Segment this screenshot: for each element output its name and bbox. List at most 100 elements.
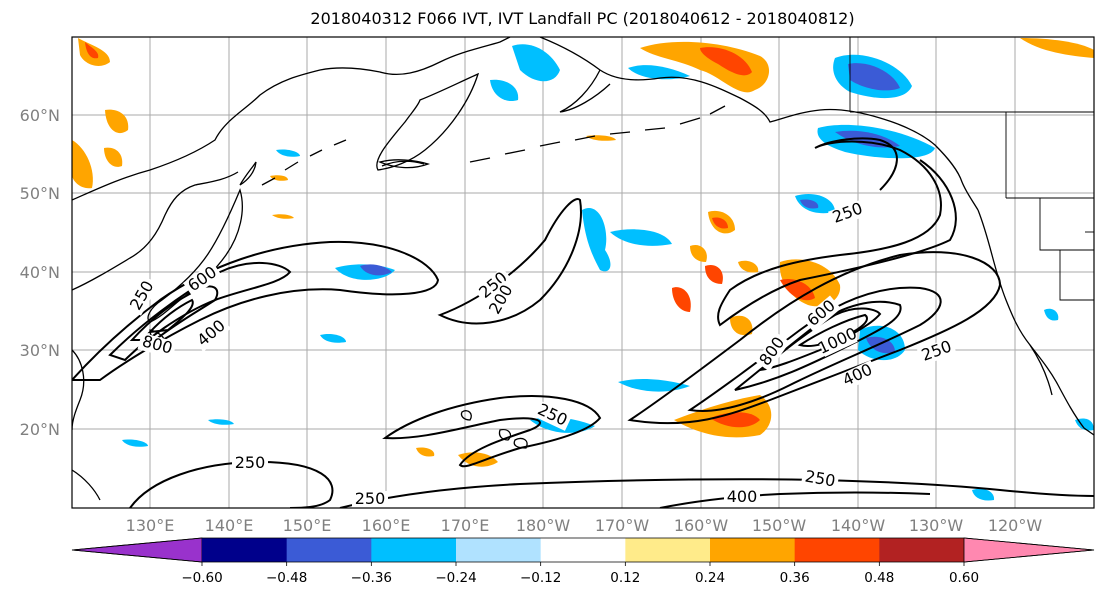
contour-label-bg — [137, 332, 177, 359]
shade-patch — [72, 140, 93, 189]
shade-patch — [640, 41, 770, 93]
contour-250-south — [382, 395, 602, 468]
colorbar-extend-max — [963, 537, 1095, 563]
lon-label: 170°E — [441, 516, 490, 535]
colorbar-segment — [456, 538, 542, 562]
shade-patch — [1020, 38, 1094, 58]
map-frame — [71, 36, 1095, 509]
contour-250-bottom — [339, 478, 1094, 508]
shade-patch — [628, 65, 690, 80]
colorbar-segment — [202, 538, 288, 562]
shade-patch — [848, 63, 900, 91]
latitude-labels: 60°N 50°N 40°N 30°N 20°N — [20, 106, 60, 439]
contour-label-bg — [917, 337, 957, 366]
shade-patch — [320, 333, 346, 343]
lon-label: 130°W — [909, 516, 964, 535]
contour-label-bg — [828, 199, 868, 228]
lon-label: 120°W — [988, 516, 1043, 535]
contour-250-bottom-w — [129, 460, 334, 508]
colorbar-tick-label: −0.24 — [435, 570, 476, 586]
shade-patch — [490, 79, 519, 102]
shade-patch — [800, 199, 819, 209]
colorbar-segment — [794, 538, 880, 562]
contour-400 — [108, 261, 292, 362]
lon-label: 140°W — [831, 516, 886, 535]
lon-label: 140°E — [205, 516, 254, 535]
lat-label: 40°N — [20, 263, 60, 282]
contour-250-central — [437, 198, 582, 325]
colorbar-segment — [371, 538, 457, 562]
shade-patch — [276, 149, 300, 157]
shade-patch — [610, 229, 672, 246]
shade-patch — [104, 147, 123, 167]
colorbar-segment — [879, 538, 965, 562]
colorbar-segment — [540, 538, 626, 562]
colorbar-tick-label: 0.48 — [864, 570, 894, 586]
colorbar: −0.60 −0.48 −0.36 −0.24 −0.12 0.12 0.24 0.36 0.4… — [71, 537, 1095, 586]
lon-label: 180°W — [516, 516, 571, 535]
contour-label-bg — [126, 275, 159, 316]
contour-label-bg — [817, 326, 858, 357]
shade-patch — [208, 419, 234, 425]
contour-label-bg — [485, 279, 518, 320]
contour-label-bg — [724, 489, 760, 506]
contour-250-ne — [627, 251, 1002, 425]
contour-600 — [129, 285, 219, 341]
colorbar-tick-label: −0.48 — [266, 570, 307, 586]
contour-label-bg — [352, 491, 388, 508]
contour-label-bg — [755, 332, 790, 372]
lon-label: 130°E — [126, 516, 175, 535]
contour-label-bg — [474, 267, 513, 304]
lon-label: 160°W — [674, 516, 729, 535]
colorbar-extend-min — [71, 537, 203, 563]
shade-patch — [700, 47, 752, 76]
contour-label: 250 — [355, 489, 386, 508]
shade-patch — [690, 244, 707, 262]
shade-patch — [85, 42, 99, 59]
ivt-contours — [72, 137, 1094, 508]
colorbar-tick-label: 0.24 — [695, 570, 725, 586]
contour-label-bg — [802, 295, 841, 332]
contour-label-bg — [800, 468, 840, 492]
contour-1000 — [797, 313, 868, 348]
shade-patch — [582, 208, 611, 272]
shade-patch — [672, 287, 691, 312]
colorbar-segment — [625, 538, 711, 562]
map-title: 2018040312 F066 IVT, IVT Landfall PC (20… — [310, 9, 855, 28]
colorbar-tick-label: 0.60 — [949, 570, 979, 586]
contour-250-gulf — [717, 137, 957, 327]
shade-patch — [705, 264, 723, 284]
shade-patch — [730, 315, 753, 336]
shade-patch — [972, 488, 995, 501]
shade-patch — [738, 260, 759, 273]
shade-patch — [122, 439, 148, 447]
contour-label: 250 — [235, 453, 266, 472]
shade-patch — [270, 175, 288, 181]
lat-label: 60°N — [20, 106, 60, 125]
shade-patch — [618, 379, 690, 392]
contour-800 — [147, 298, 194, 334]
shade-patch — [272, 214, 294, 219]
ivt-shading — [72, 38, 1094, 501]
contour-400-bottom — [659, 491, 931, 508]
shade-patch — [105, 109, 129, 134]
lon-label: 170°W — [595, 516, 650, 535]
contour-label-bg — [183, 262, 223, 297]
lon-label: 150°E — [283, 516, 332, 535]
shade-patch — [416, 447, 435, 457]
shade-patch — [1044, 308, 1059, 321]
colorbar-segment — [710, 538, 796, 562]
political-boundaries — [849, 37, 1094, 301]
colorbar-tick-label: −0.12 — [520, 570, 561, 586]
contour-label-bg — [532, 400, 573, 431]
contour-800-ne — [756, 307, 882, 372]
contour-label-bg — [232, 455, 268, 472]
shade-patch — [712, 217, 728, 229]
lon-label: 160°E — [362, 516, 411, 535]
contour-250 — [72, 240, 440, 381]
colorbar-tick-label: 0.12 — [610, 570, 640, 586]
colorbar-tick-label: −0.60 — [181, 570, 222, 586]
shade-patch — [360, 264, 392, 276]
lon-label: 150°W — [752, 516, 807, 535]
